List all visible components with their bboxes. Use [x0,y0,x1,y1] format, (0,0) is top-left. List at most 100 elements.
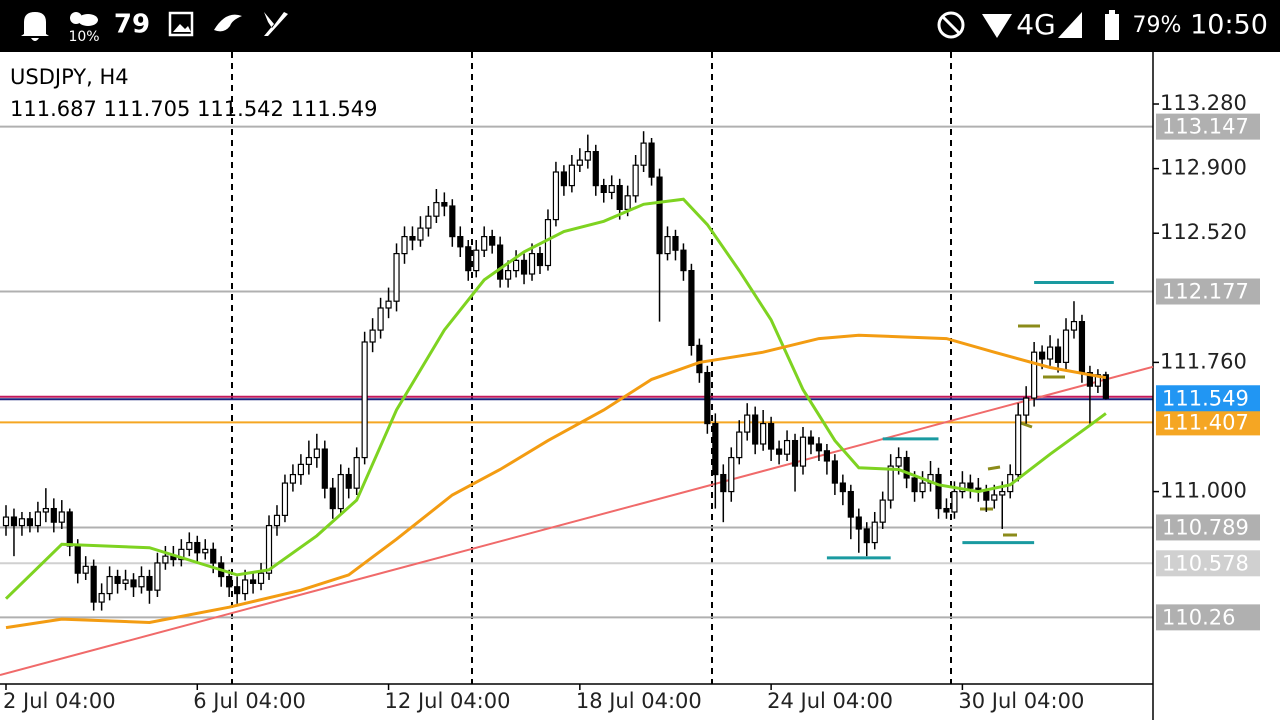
candle-body [744,414,751,433]
candle-body [457,236,464,248]
candle-body [154,562,161,591]
app-icon [214,14,242,32]
high: 111.705 [104,97,191,121]
candle-body [855,516,862,530]
candle-body [489,236,496,246]
candle-body [34,511,41,527]
x-tick-label: 24 Jul 04:00 [767,689,893,713]
period-separators [231,52,952,684]
candle-body [991,494,998,501]
candle-body [345,473,352,489]
candle-body [433,202,440,217]
candle-body [417,227,424,241]
candle-body [377,307,384,331]
candle-body [951,490,958,513]
price-label-box [1156,550,1260,577]
candle-body [353,456,360,489]
candle-body [1038,351,1046,360]
candle-body [983,490,990,501]
candle-body [409,236,416,241]
candle-body [520,259,528,275]
candle-body [847,490,854,518]
candle-body [544,219,552,267]
candle-body [752,414,759,445]
app-icon [264,12,288,36]
network-type: 4G [1016,8,1056,41]
candle-body [465,246,472,272]
candle-body [967,482,974,489]
candle-body [98,592,105,603]
price-label: 112.177 [1162,280,1249,304]
candle-body [481,236,488,251]
candle-body [720,473,727,493]
bid-label: 111.549 [1162,386,1249,410]
candle-body [393,253,400,302]
candle-body [257,572,265,584]
moving-average [4,197,1107,600]
candle-body [74,545,81,574]
candle-body [146,575,153,591]
candle-body [138,575,145,588]
candle-body [903,456,910,479]
candle-body [401,236,408,255]
candle-body [680,249,687,272]
chart-title: USDJPY, H4 [10,65,129,89]
candle-body [616,185,623,211]
price-label-box [1156,514,1260,541]
open: 111.687 [10,97,97,121]
price-label: 110.26 [1162,605,1235,629]
candle-body [552,171,560,221]
candle-body [1031,351,1038,399]
candle-body [887,465,894,501]
battery-icon [1105,14,1119,40]
candle-body [1070,320,1078,331]
candle-body [226,575,233,588]
candle-body [871,521,878,544]
status-icons [21,10,1119,41]
x-tick-label: 30 Jul 04:00 [958,689,1084,713]
candle-body [584,151,591,161]
candle-body [122,579,129,584]
candle-body [178,548,185,561]
candle-body [385,300,392,309]
candle-body [640,142,647,166]
candle-body [162,555,169,564]
candle-body [361,341,368,459]
status-bar [0,0,1280,50]
candle-body [289,473,297,484]
candle-body [624,195,631,211]
price-label-box [1156,604,1260,631]
candle-body [600,185,607,194]
moving-average [5,333,1107,630]
candle-body [505,269,512,280]
signal-icon [1058,12,1082,38]
candle-body [297,463,304,476]
x-tick-label: 12 Jul 04:00 [385,689,511,713]
candle-body [66,511,73,547]
candle-body [249,579,257,584]
candle-body [321,448,328,489]
bell-icon [21,12,49,41]
price-label: 111.407 [1162,410,1249,434]
battery-percent: 79% [1133,13,1182,38]
order-marker [987,465,1001,471]
candle-body [1015,414,1022,476]
candle-body [26,518,34,527]
candle-body [608,185,615,194]
candle-body [329,487,336,510]
candle-body [672,236,679,251]
weather-text: 10% [68,29,99,45]
image-icon [173,24,191,32]
candle-body [281,482,289,516]
candle-body [831,460,838,484]
order-markers [980,324,1065,537]
candle-body [768,422,775,450]
candle-body [1046,346,1054,360]
candle-body [911,477,918,493]
price-label-box [1156,278,1260,305]
candle-body [305,456,312,465]
candle-body [592,151,599,187]
candle-body [337,473,344,510]
candle-body [313,448,320,459]
y-tick-label: 111.000 [1160,479,1247,503]
